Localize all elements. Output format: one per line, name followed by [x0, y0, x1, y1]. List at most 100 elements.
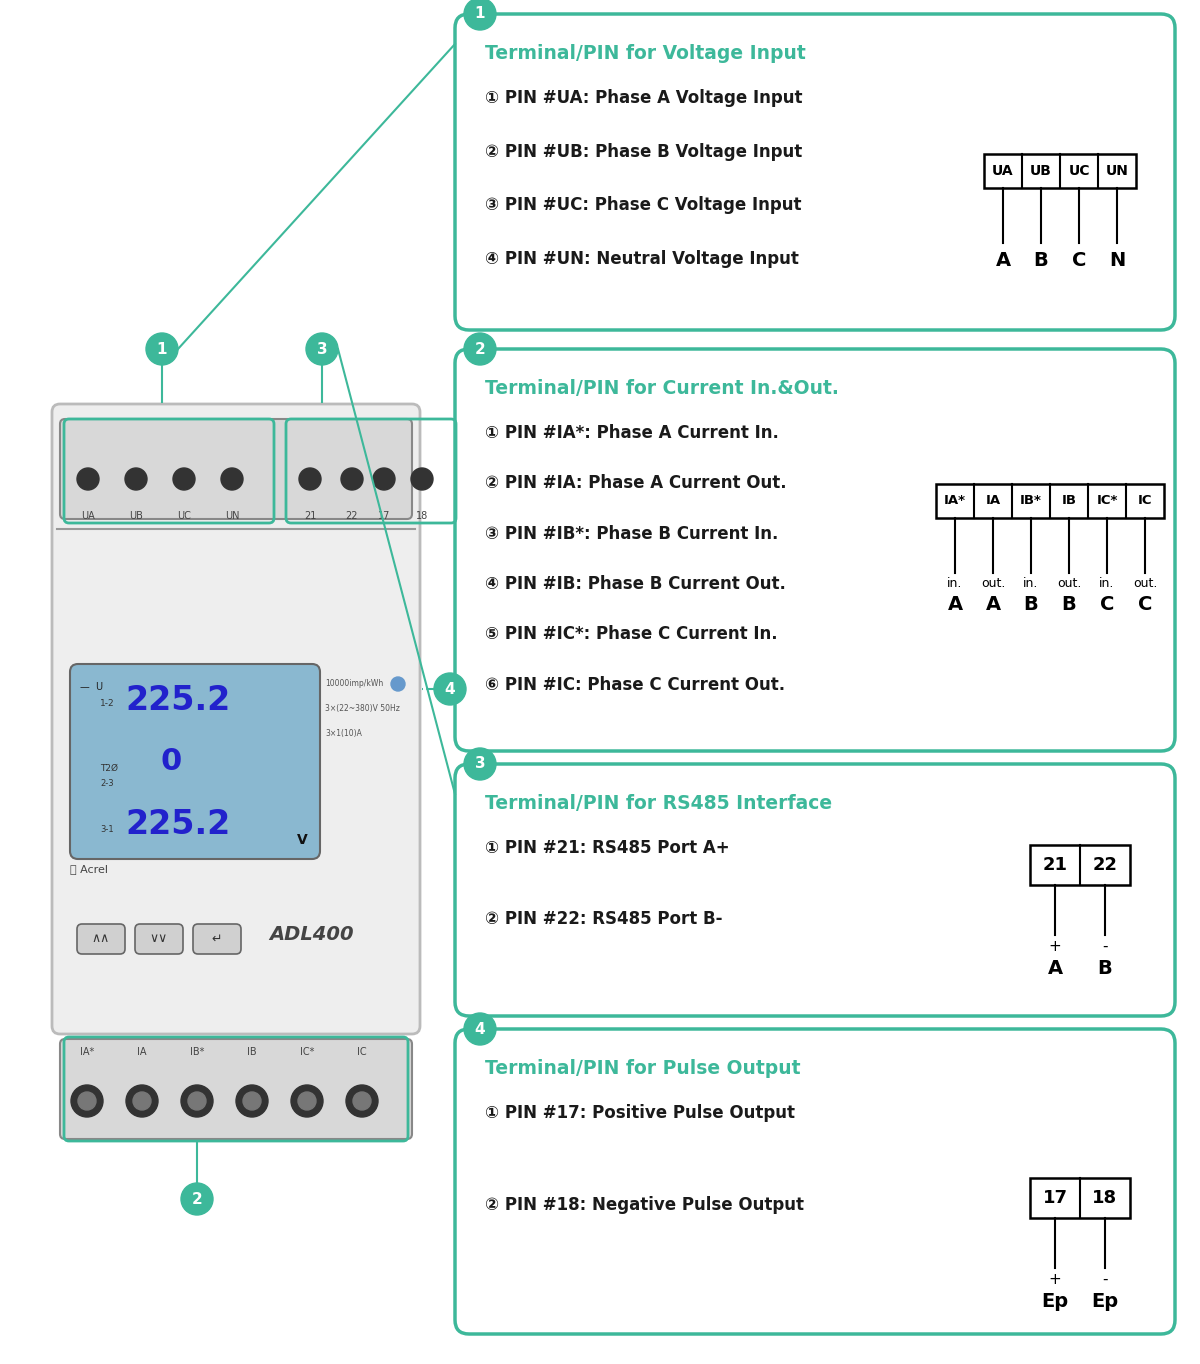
Text: 0: 0	[160, 747, 181, 776]
FancyBboxPatch shape	[455, 14, 1175, 330]
Text: 21: 21	[1043, 857, 1068, 874]
Text: 小 Acrel: 小 Acrel	[70, 863, 108, 874]
Circle shape	[346, 1084, 378, 1117]
Circle shape	[299, 468, 322, 490]
Text: T2Ø: T2Ø	[100, 764, 118, 773]
Text: out.: out.	[980, 577, 1006, 589]
Text: ↵: ↵	[211, 933, 222, 945]
Text: ∨∨: ∨∨	[150, 933, 168, 945]
Text: 225.2: 225.2	[125, 807, 230, 842]
Text: -: -	[1103, 1273, 1108, 1288]
Text: 22: 22	[346, 512, 359, 521]
Text: 17: 17	[378, 512, 390, 521]
Text: IB: IB	[1062, 494, 1076, 507]
Text: C: C	[1138, 595, 1152, 614]
Circle shape	[242, 1093, 262, 1110]
Text: 1: 1	[157, 341, 167, 356]
Text: Terminal/PIN for Pulse Output: Terminal/PIN for Pulse Output	[485, 1058, 800, 1078]
Bar	[936, 484, 1164, 518]
Text: IA: IA	[137, 1048, 146, 1057]
Circle shape	[126, 1084, 158, 1117]
Circle shape	[464, 333, 496, 366]
Text: -: -	[1103, 938, 1108, 953]
FancyBboxPatch shape	[134, 923, 182, 953]
Text: ∧∧: ∧∧	[92, 933, 110, 945]
Text: 4: 4	[445, 682, 455, 697]
FancyBboxPatch shape	[455, 764, 1175, 1016]
Text: in.: in.	[1099, 577, 1115, 589]
Text: UC: UC	[178, 512, 191, 521]
Text: Ep: Ep	[1092, 1292, 1118, 1311]
Circle shape	[133, 1093, 151, 1110]
Text: 3: 3	[317, 341, 328, 356]
Circle shape	[353, 1093, 371, 1110]
Text: IB*: IB*	[190, 1048, 204, 1057]
FancyBboxPatch shape	[52, 404, 420, 1034]
Text: 17: 17	[1043, 1189, 1068, 1207]
Text: ② PIN #IA: Phase A Current Out.: ② PIN #IA: Phase A Current Out.	[485, 475, 787, 492]
Circle shape	[373, 468, 395, 490]
Text: IC: IC	[358, 1048, 367, 1057]
Text: B: B	[1098, 959, 1112, 978]
Text: ② PIN #22: RS485 Port B-: ② PIN #22: RS485 Port B-	[485, 910, 722, 928]
Text: in.: in.	[1024, 577, 1039, 589]
Text: +: +	[1049, 938, 1061, 953]
Bar	[1030, 844, 1130, 885]
Text: 2-3: 2-3	[100, 779, 114, 788]
Text: 18: 18	[416, 512, 428, 521]
FancyBboxPatch shape	[77, 923, 125, 953]
Text: Terminal/PIN for Voltage Input: Terminal/PIN for Voltage Input	[485, 44, 805, 63]
Text: V: V	[296, 833, 307, 847]
Text: 225.2: 225.2	[125, 683, 230, 717]
Text: ② PIN #18: Negative Pulse Output: ② PIN #18: Negative Pulse Output	[485, 1196, 804, 1214]
Text: —  U: — U	[80, 682, 103, 692]
Circle shape	[410, 468, 433, 490]
Circle shape	[298, 1093, 316, 1110]
Text: Terminal/PIN for RS485 Interface: Terminal/PIN for RS485 Interface	[485, 794, 832, 813]
Text: 1: 1	[475, 7, 485, 22]
Circle shape	[464, 747, 496, 780]
Text: A: A	[985, 595, 1001, 614]
Text: IC: IC	[1138, 494, 1152, 507]
Text: ④ PIN #IB: Phase B Current Out.: ④ PIN #IB: Phase B Current Out.	[485, 574, 786, 593]
Text: 2: 2	[475, 341, 485, 356]
FancyBboxPatch shape	[455, 1028, 1175, 1334]
Text: ① PIN #17: Positive Pulse Output: ① PIN #17: Positive Pulse Output	[485, 1103, 796, 1123]
Text: UN: UN	[1105, 164, 1128, 177]
Text: 3×1(10)A: 3×1(10)A	[325, 728, 362, 738]
Text: 18: 18	[1092, 1189, 1117, 1207]
FancyBboxPatch shape	[455, 349, 1175, 752]
Text: A: A	[1048, 959, 1062, 978]
Text: +: +	[1049, 1273, 1061, 1288]
Circle shape	[173, 468, 194, 490]
Text: UB: UB	[130, 512, 143, 521]
Text: ③ PIN #UC: Phase C Voltage Input: ③ PIN #UC: Phase C Voltage Input	[485, 196, 802, 214]
Text: in.: in.	[947, 577, 962, 589]
Circle shape	[188, 1093, 206, 1110]
Text: 1-2: 1-2	[100, 698, 115, 708]
Text: UB: UB	[1030, 164, 1052, 177]
Text: C: C	[1100, 595, 1114, 614]
Text: 3: 3	[475, 757, 485, 772]
Text: ① PIN #UA: Phase A Voltage Input: ① PIN #UA: Phase A Voltage Input	[485, 89, 803, 106]
Circle shape	[77, 468, 98, 490]
Text: UA: UA	[82, 512, 95, 521]
Text: 3×(22~380)V 50Hz: 3×(22~380)V 50Hz	[325, 704, 400, 713]
Text: 21: 21	[304, 512, 316, 521]
Text: IC*: IC*	[300, 1048, 314, 1057]
Bar	[984, 154, 1136, 188]
Circle shape	[464, 0, 496, 30]
Text: UN: UN	[224, 512, 239, 521]
Text: out.: out.	[1057, 577, 1081, 589]
Circle shape	[181, 1084, 214, 1117]
Text: IC*: IC*	[1097, 494, 1117, 507]
Text: IA*: IA*	[944, 494, 966, 507]
Circle shape	[236, 1084, 268, 1117]
Text: 2: 2	[192, 1192, 203, 1207]
FancyBboxPatch shape	[70, 664, 320, 859]
Text: 3-1: 3-1	[100, 825, 114, 833]
Circle shape	[391, 677, 406, 692]
Circle shape	[181, 1183, 214, 1215]
Circle shape	[341, 468, 364, 490]
Text: 10000imp/kWh: 10000imp/kWh	[325, 679, 383, 687]
